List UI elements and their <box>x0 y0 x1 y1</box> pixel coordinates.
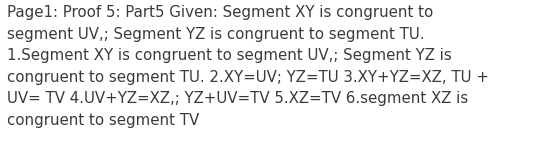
Text: Page1: Proof 5: Part5 Given: Segment XY is congruent to
segment UV,; Segment YZ : Page1: Proof 5: Part5 Given: Segment XY … <box>7 5 489 128</box>
